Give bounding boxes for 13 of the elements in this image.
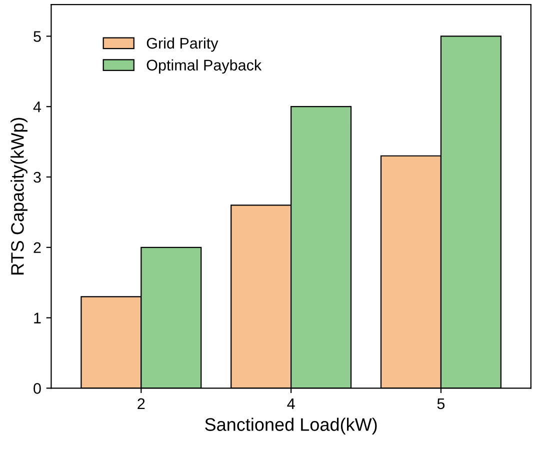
legend-label: Grid Parity xyxy=(146,37,218,52)
y-tick-label: 5 xyxy=(34,31,41,42)
y-tick-label: 4 xyxy=(33,102,42,112)
y-tick-label: 1 xyxy=(34,312,41,324)
y-tick-label: 3 xyxy=(34,172,41,183)
x-tick-label: 5 xyxy=(437,398,445,410)
x-tick-label: 2 xyxy=(138,398,145,409)
x-tick-label: 4 xyxy=(287,398,295,409)
x-axis-title: Sanctioned Load(kW) xyxy=(205,418,377,435)
y-tick-label: 2 xyxy=(34,242,41,253)
y-tick-label: 0 xyxy=(34,383,41,394)
legend-label: Optimal Payback xyxy=(146,59,262,74)
y-axis-title: RTS Capacity(kWp) xyxy=(10,118,28,274)
